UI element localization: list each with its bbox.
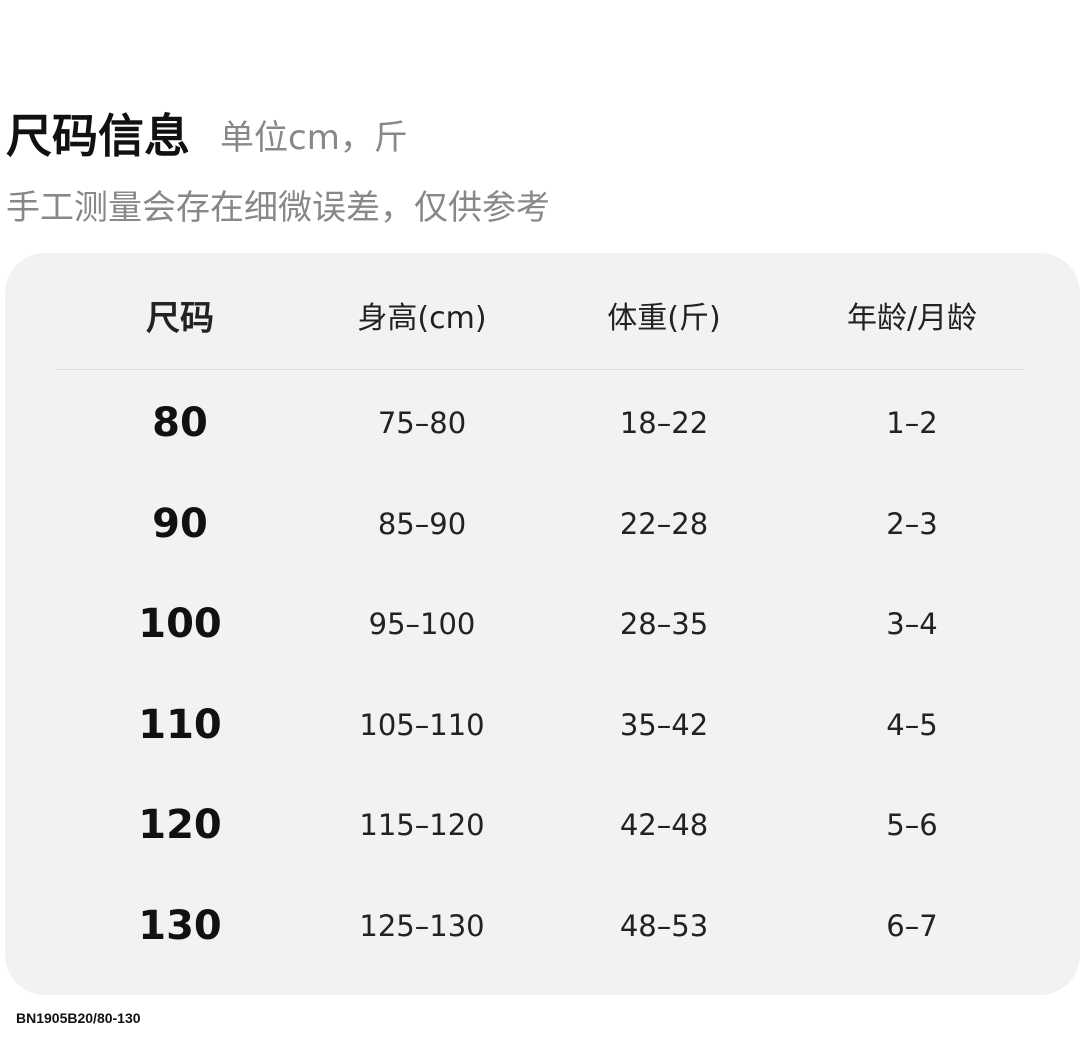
table-cell-height: 115–120 <box>359 808 485 843</box>
table-cell-weight: 42–48 <box>619 808 709 843</box>
table-cell-height: 105–110 <box>359 707 485 742</box>
table-cell-age: 1–2 <box>886 406 938 440</box>
table-cell-weight: 35–42 <box>619 707 709 742</box>
table-cell-size: 130 <box>138 903 222 949</box>
table-cell-age: 5–6 <box>886 808 938 843</box>
table-cell-size: 110 <box>138 701 222 748</box>
table-cell-age: 2–3 <box>886 506 938 541</box>
table-cell-age: 6–7 <box>886 909 938 943</box>
table-cell-size: 90 <box>152 500 208 547</box>
column-header-height: 身高(cm) <box>357 301 487 336</box>
table-cell-height: 95–100 <box>368 607 476 642</box>
size-table: 尺码 身高(cm) 体重(斤) 年龄/月龄 80 75–80 18–22 1–2 90 85–90… <box>5 253 1080 995</box>
table-cell-height: 125–130 <box>359 909 485 943</box>
product-code: BN1905B20/80-130 <box>16 1010 141 1026</box>
table-cell-height: 75–80 <box>377 406 467 440</box>
table-cell-weight: 28–35 <box>619 607 709 642</box>
table-cell-size: 100 <box>138 601 222 648</box>
table-cell-age: 4–5 <box>886 707 938 742</box>
table-cell-height: 85–90 <box>377 506 467 541</box>
column-header-size: 尺码 <box>146 298 214 339</box>
table-cell-size: 80 <box>152 400 208 446</box>
unit-label: 单位cm，斤 <box>220 118 408 158</box>
table-cell-size: 120 <box>138 802 222 849</box>
table-cell-age: 3–4 <box>886 607 938 642</box>
disclaimer-note: 手工测量会存在细微误差，仅供参考 <box>6 188 550 228</box>
column-header-weight: 体重(斤) <box>607 301 721 336</box>
table-cell-weight: 48–53 <box>619 909 709 943</box>
column-header-age: 年龄/月龄 <box>846 301 978 336</box>
header-divider <box>55 369 1025 370</box>
table-cell-weight: 18–22 <box>619 406 709 440</box>
page-title: 尺码信息 <box>6 109 190 163</box>
table-cell-weight: 22–28 <box>619 506 709 541</box>
